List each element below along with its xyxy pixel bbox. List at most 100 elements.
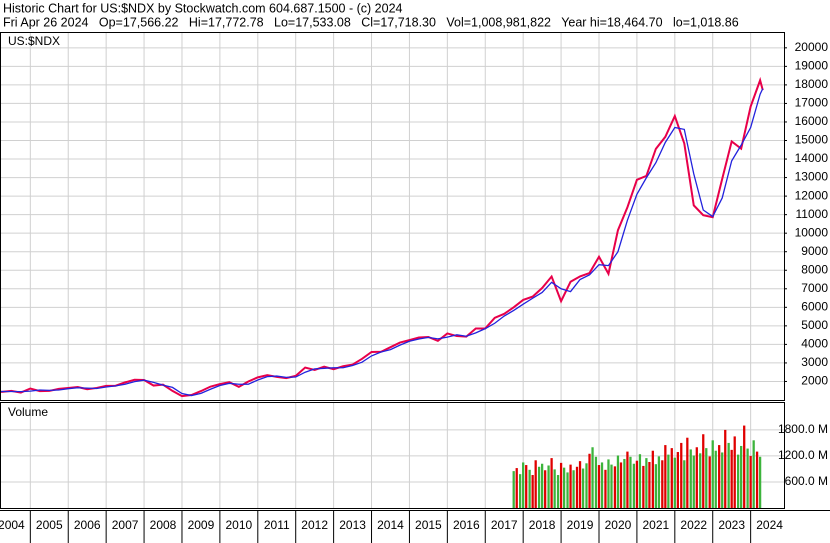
volume-bar [566, 472, 569, 508]
volume-bar [657, 456, 661, 508]
volume-bar [610, 464, 613, 508]
y-tick-label: 17000 [795, 96, 829, 110]
volume-bar [699, 453, 702, 508]
x-tick-label: 2004 [0, 518, 25, 532]
volume-bar [733, 436, 736, 508]
y-tick-label: 3000 [801, 355, 828, 369]
y-tick-label: 8000 [801, 262, 828, 276]
volume-bar [743, 425, 746, 508]
y-tick-label: 4000 [801, 337, 828, 351]
y-tick-label: 13000 [795, 170, 829, 184]
y-tick-label: 10000 [795, 225, 829, 239]
volume-bar [626, 451, 629, 508]
x-tick-label: 2024 [756, 518, 783, 532]
volume-bar [755, 451, 759, 508]
volume-bar [676, 452, 679, 508]
volume-bar [635, 460, 639, 508]
x-tick-label: 2020 [605, 518, 632, 532]
volume-bar [581, 468, 585, 508]
volume-bar [736, 454, 740, 508]
volume-bar [718, 445, 721, 508]
volume-tick-label: 1800.0 M [778, 422, 828, 436]
volume-bar [730, 449, 733, 508]
y-tick-label: 5000 [801, 318, 828, 332]
volume-bar [531, 475, 534, 508]
volume-bar [629, 456, 632, 508]
price-line [0, 88, 764, 397]
x-tick-label: 2017 [491, 518, 518, 532]
volume-bar [673, 457, 676, 508]
volume-bar [613, 466, 617, 508]
x-tick-label: 2009 [188, 518, 215, 532]
volume-bar [702, 434, 705, 508]
x-tick-label: 2014 [377, 518, 404, 532]
volume-label: Volume [8, 405, 48, 419]
volume-bar [642, 465, 645, 508]
y-tick-label: 14000 [795, 151, 829, 165]
volume-bar [512, 471, 515, 508]
volume-bar [569, 464, 572, 508]
volume-bar [597, 465, 601, 508]
x-tick-label: 2016 [453, 518, 480, 532]
volume-bar [711, 440, 714, 508]
x-tick-label: 2013 [339, 518, 366, 532]
volume-bar [588, 453, 591, 508]
volume-bar [638, 454, 642, 508]
x-tick-label: 2023 [718, 518, 745, 532]
x-tick-label: 2018 [529, 518, 556, 532]
volume-bar [619, 462, 623, 508]
volume-bar [683, 460, 686, 508]
volume-bar [553, 469, 556, 508]
y-tick-label: 2000 [801, 374, 828, 388]
volume-bar [724, 429, 727, 508]
volume-bar [522, 462, 525, 508]
volume-bar [714, 450, 717, 508]
y-tick-label: 20000 [795, 40, 829, 54]
volume-bar [562, 467, 566, 508]
symbol-label: US:$NDX [8, 34, 60, 48]
volume-bar [604, 469, 607, 508]
x-tick-label: 2015 [415, 518, 442, 532]
volume-bar [528, 469, 531, 508]
volume-tick-label: 600.0 M [785, 474, 828, 488]
volume-bar [708, 456, 711, 508]
volume-bar [689, 449, 692, 508]
volume-bar [547, 465, 550, 508]
y-tick-label: 9000 [801, 244, 828, 258]
chart-subtitle: Fri Apr 26 2024 Op=17,566.22 Hi=17,772.7… [3, 15, 739, 29]
volume-bar [752, 440, 755, 508]
y-tick-label: 15000 [795, 133, 829, 147]
volume-bar [692, 455, 695, 508]
volume-bar [648, 462, 651, 508]
volume-bar [695, 447, 698, 508]
volume-bar [721, 452, 724, 508]
x-tick-label: 2007 [112, 518, 139, 532]
x-tick-label: 2012 [301, 518, 328, 532]
volume-bar [600, 462, 604, 508]
y-tick-label: 11000 [796, 207, 829, 221]
volume-bar [515, 468, 518, 508]
volume-bar [525, 465, 528, 508]
price-panel-border [0, 32, 785, 401]
x-tick-label: 2022 [680, 518, 707, 532]
y-tick-label: 7000 [801, 281, 828, 295]
x-tick-label: 2011 [264, 518, 290, 532]
volume-bar [670, 448, 673, 508]
volume-bar [680, 442, 683, 508]
volume-panel-border [0, 402, 785, 509]
x-tick-label: 2008 [150, 518, 177, 532]
volume-bar [591, 447, 594, 508]
volume-bar [572, 470, 575, 508]
volume-bar [758, 456, 762, 508]
y-tick-label: 16000 [795, 114, 829, 128]
x-tick-label: 2006 [74, 518, 101, 532]
volume-bar [534, 460, 537, 508]
volume-bar [746, 448, 749, 508]
volume-bar [667, 454, 670, 508]
volume-bar [623, 458, 626, 508]
volume-bar [686, 437, 689, 508]
x-tick-label: 2010 [225, 518, 252, 532]
volume-bar [664, 445, 667, 508]
